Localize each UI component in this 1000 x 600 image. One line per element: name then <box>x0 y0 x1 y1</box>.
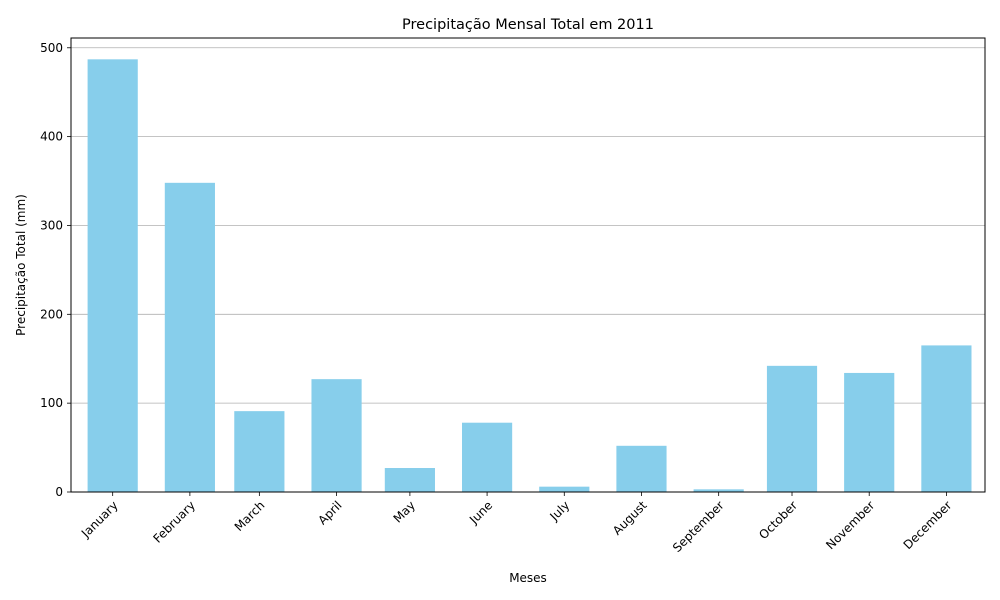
x-tick-label-april: April <box>315 498 344 527</box>
bar-august <box>616 445 667 492</box>
y-tick-label-3: 300 <box>40 218 63 232</box>
x-axis-label: Meses <box>509 571 547 585</box>
bar-may <box>384 468 435 492</box>
bar-october <box>766 365 818 492</box>
bar-april <box>311 379 362 492</box>
y-axis-ticks: 0 100 200 300 400 500 <box>40 41 71 499</box>
x-tick-label-september: September <box>670 498 727 555</box>
x-axis-ticks: January February March April May June July Augu… <box>78 492 955 555</box>
bars <box>87 59 972 493</box>
x-tick-label-march: March <box>232 498 268 534</box>
x-tick-label-may: May <box>391 498 418 525</box>
x-tick-label-december: December <box>901 498 955 552</box>
y-tick-label-5: 500 <box>40 41 63 55</box>
y-axis-label: Precipitação Total (mm) <box>14 194 28 336</box>
bar-december <box>921 345 972 492</box>
bar-november <box>844 372 895 492</box>
x-tick-label-november: November <box>823 498 877 552</box>
bar-february <box>164 182 215 493</box>
x-tick-label-august: August <box>610 498 650 538</box>
x-tick-label-february: February <box>150 498 198 546</box>
y-tick-label-1: 100 <box>40 396 63 410</box>
bar-march <box>234 411 285 492</box>
plot-frame <box>70 37 986 493</box>
y-tick-label-4: 400 <box>40 130 63 144</box>
x-tick-label-january: January <box>78 498 121 541</box>
chart-title: Precipitação Mensal Total em 2011 <box>402 17 654 33</box>
y-tick-label-2: 200 <box>40 307 63 321</box>
plot-background <box>71 38 985 492</box>
y-tick-label-0: 0 <box>55 485 63 499</box>
x-tick-label-june: June <box>466 498 495 527</box>
bar-january <box>87 59 138 492</box>
x-tick-label-july: July <box>547 498 573 524</box>
x-tick-label-october: October <box>756 498 800 542</box>
bar-june <box>461 422 513 492</box>
bar-september <box>693 489 744 492</box>
bar-july <box>539 486 590 492</box>
